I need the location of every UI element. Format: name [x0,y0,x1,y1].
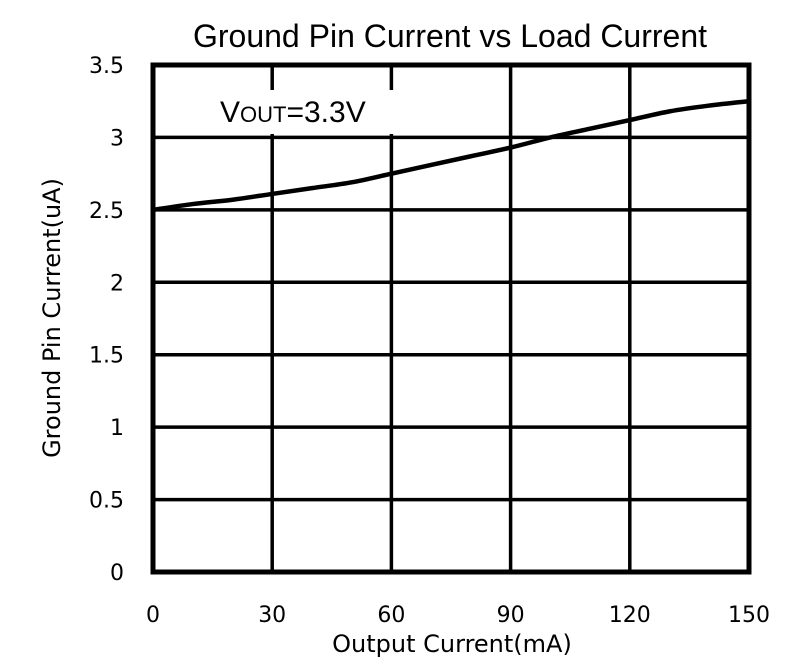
vout-annotation-value: =3.3V [286,96,365,129]
plot-border-rect [150,62,752,575]
x-tick-label-0: 0 [146,603,160,628]
y-tick-label-6: 3 [110,126,124,151]
series-layer [150,98,752,213]
y-tick-label-0: 0 [110,561,124,586]
grid [153,65,749,572]
x-tick-label-3: 90 [497,603,525,628]
y-axis-ticks: 0 0.5 1 1.5 2 2.5 3 3.5 [89,54,124,586]
vout-annotation-sub: OUT [240,102,286,127]
x-axis-ticks: 0 30 60 90 120 150 [146,603,770,628]
x-tick-label-4: 120 [609,603,651,628]
y-tick-label-4: 2 [110,271,124,296]
y-tick-label-7: 3.5 [89,54,124,79]
x-axis-label: Output Current(mA) [332,630,572,658]
vout-annotation-v: V [220,96,240,129]
plot-frame [150,62,752,575]
annotation-background [215,90,395,134]
y-tick-label-1: 0.5 [89,489,124,514]
x-tick-label-2: 60 [377,603,405,628]
y-tick-label-3: 1.5 [89,344,124,369]
vout-annotation: VOUT=3.3V [220,96,366,129]
x-tick-label-1: 30 [258,603,286,628]
y-tick-label-2: 1 [110,416,124,441]
series-line-0 [150,98,752,213]
y-axis-label: Ground Pin Current(uA) [38,178,66,458]
x-tick-label-5: 150 [728,603,770,628]
chart-title: Ground Pin Current vs Load Current [193,18,707,54]
y-tick-label-5: 2.5 [89,199,124,224]
